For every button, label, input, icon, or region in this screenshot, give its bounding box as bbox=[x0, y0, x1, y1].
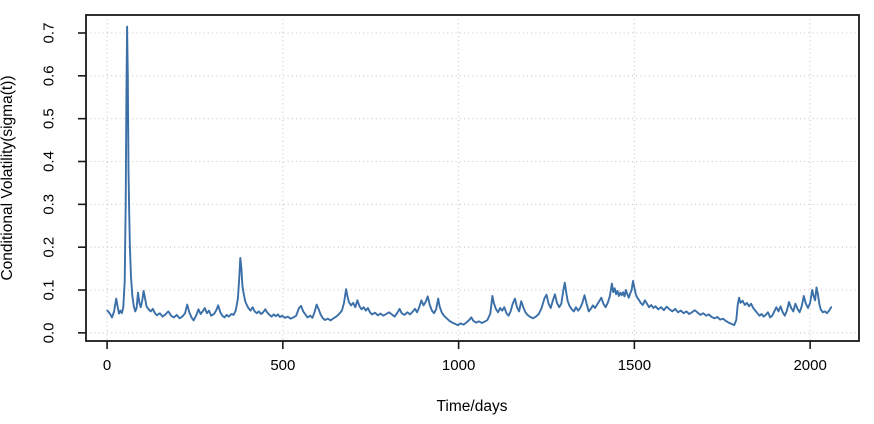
y-tick-label: 0.0 bbox=[40, 322, 57, 343]
x-tick-label: 1500 bbox=[618, 357, 651, 374]
y-tick-label: 0.3 bbox=[41, 194, 58, 215]
y-tick-label: 0.7 bbox=[40, 23, 57, 44]
y-tick-label: 0.6 bbox=[41, 65, 58, 86]
x-tick-label: 0 bbox=[103, 357, 111, 374]
y-tick-label: 0.2 bbox=[40, 237, 57, 258]
grid-layer bbox=[86, 15, 859, 341]
y-tick-label: 0.1 bbox=[41, 280, 58, 301]
x-tick-label: 500 bbox=[270, 357, 295, 374]
x-axis-title: Time/days bbox=[437, 398, 508, 415]
axes-layer: 0 500 1000 1500 2000 0.0 0.1 0.2 0.3 0.4 0.5 0.6 0.7 bbox=[40, 14, 860, 374]
y-axis-title: Conditional Volatility(sigma(t)) bbox=[0, 75, 16, 280]
series-layer bbox=[106, 25, 833, 327]
series-line-conditional-volatility-sigma-t bbox=[106, 25, 833, 327]
x-tick-label: 1000 bbox=[442, 357, 475, 374]
y-tick-label: 0.4 bbox=[41, 151, 58, 172]
x-tick-label: 2000 bbox=[793, 357, 826, 374]
plot-box bbox=[85, 14, 860, 342]
y-tick-label: 0.5 bbox=[40, 108, 57, 129]
